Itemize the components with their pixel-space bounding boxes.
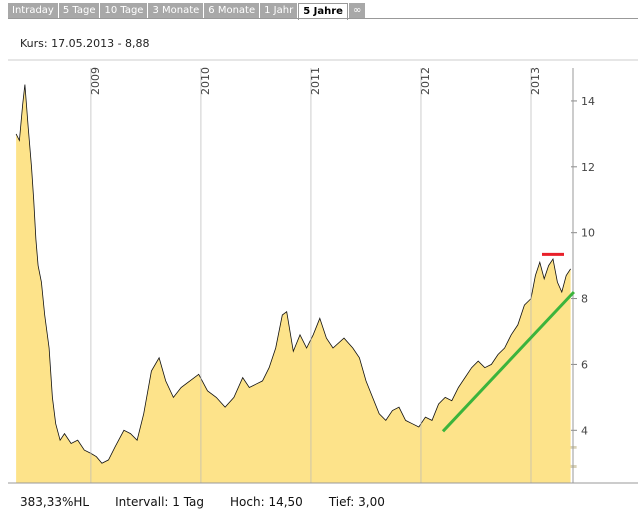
tab-line: [8, 18, 638, 19]
footer-high: Hoch: 14,50: [230, 495, 303, 509]
x-tick-label: 2011: [309, 67, 322, 95]
y-tick-label: 4: [581, 424, 588, 437]
y-tick-label: 10: [581, 227, 595, 240]
price-line: [15, 84, 571, 464]
area-fill: [16, 84, 571, 483]
x-tick-label: 2010: [199, 67, 212, 95]
x-tick-label: 2009: [89, 67, 102, 95]
tab[interactable]: Intraday: [8, 3, 58, 19]
y-tick-label: 12: [581, 161, 595, 174]
tabs: Intraday 5 Tage 10 Tage 3 Monate 6 Monate 1 J…: [8, 3, 366, 20]
footer-hl: 383,33%HL: [20, 495, 90, 509]
footer: 383,33%HL Intervall: 1 Tag Hoch: 14,50 T…: [20, 495, 385, 509]
tab[interactable]: 1 Jahr: [260, 3, 298, 19]
chart: .comdirect20092010201120122013468101214: [8, 59, 638, 484]
footer-low: Tief: 3,00: [328, 495, 385, 509]
footer-interval: Intervall: 1 Tag: [115, 495, 205, 509]
y-tick-label: 8: [581, 293, 588, 306]
tab[interactable]: ∞: [348, 3, 366, 19]
tab[interactable]: 5 Jahre: [298, 3, 348, 20]
tab[interactable]: 10 Tage: [100, 3, 148, 19]
tab[interactable]: 5 Tage: [58, 3, 100, 19]
x-tick-label: 2012: [419, 67, 432, 95]
tab[interactable]: 6 Monate: [204, 3, 260, 19]
x-tick-label: 2013: [529, 67, 542, 95]
y-tick-label: 14: [581, 95, 595, 108]
y-tick-label: 6: [581, 358, 588, 371]
price-label: Kurs: 17.05.2013 - 8,88: [20, 37, 150, 50]
trend-line: [441, 290, 575, 433]
tab[interactable]: 3 Monate: [148, 3, 204, 19]
